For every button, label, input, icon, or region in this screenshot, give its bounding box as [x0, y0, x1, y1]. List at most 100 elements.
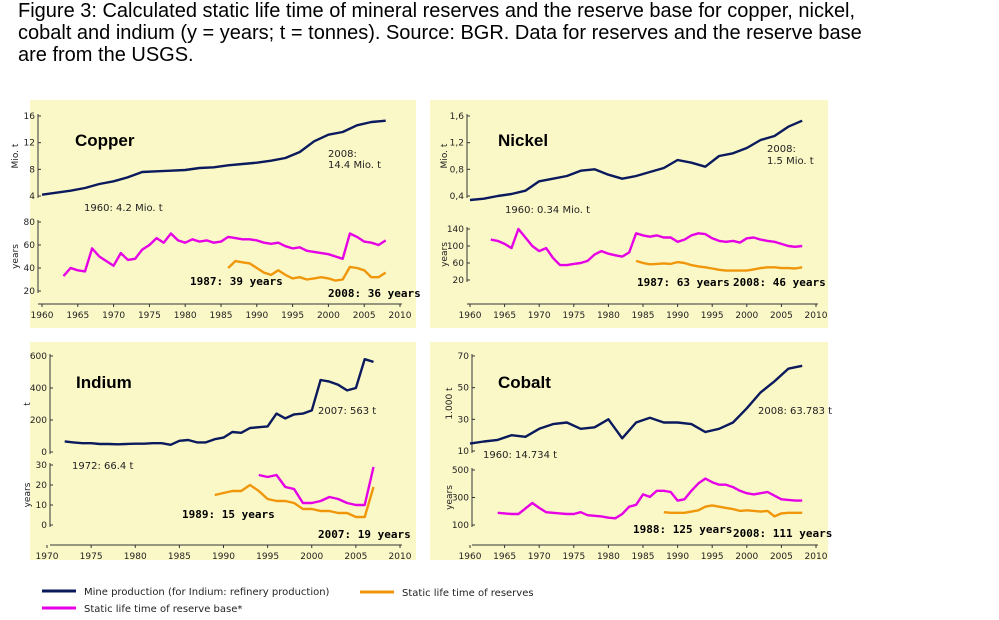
x-tick-label-cobalt: 1960 — [459, 552, 482, 562]
legend-label-production: Mine production (for Indium: refinery pr… — [84, 587, 330, 598]
y-tick-label-copper-bottom: 20 — [24, 287, 36, 297]
x-tick-label-copper: 1960 — [31, 311, 54, 321]
y-axis-label-nickel-top: Mio. t — [440, 143, 450, 168]
x-tick-label-nickel: 1980 — [597, 311, 620, 321]
y-tick-label-nickel-bottom: 60 — [453, 259, 465, 269]
x-tick-label-indium: 1975 — [80, 552, 103, 562]
legend-label-reserves: Static life time of reserves — [402, 588, 534, 599]
y-tick-label-indium-top: 600 — [30, 352, 47, 362]
series-cobalt-reserve_base — [497, 477, 803, 520]
x-tick-label-indium: 2005 — [344, 552, 367, 562]
x-tick-label-nickel: 1995 — [701, 311, 724, 321]
x-tick-label-nickel: 1960 — [459, 311, 482, 321]
series-indium-reserves — [214, 483, 375, 519]
panel-bg-nickel — [430, 100, 828, 328]
y-tick-label-cobalt-bottom: 300 — [452, 494, 469, 504]
y-axis-label-cobalt-top: 1.000 t — [445, 387, 455, 420]
x-tick-label-indium: 1995 — [256, 552, 279, 562]
panel-bg-cobalt — [430, 342, 828, 560]
annotation-indium-lifetime: 1989: 15 years — [182, 508, 275, 521]
x-tick-label-nickel: 2005 — [770, 311, 793, 321]
series-copper-reserves — [227, 259, 387, 282]
y-tick-label-cobalt-top: 30 — [458, 415, 470, 425]
x-tick-label-copper: 1970 — [102, 311, 125, 321]
series-cobalt-production — [469, 364, 803, 445]
series-nickel-production — [469, 119, 803, 202]
caption-line-3: are from the USGS. — [18, 44, 194, 66]
x-tick-label-copper: 1965 — [66, 311, 89, 321]
x-tick-label-cobalt: 1995 — [701, 552, 724, 562]
y-tick-label-nickel-top: 0,8 — [450, 165, 465, 175]
series-indium-reserve_base — [258, 466, 375, 507]
x-tick-label-cobalt: 2000 — [735, 552, 758, 562]
panel-bg-copper — [30, 100, 416, 328]
y-tick-label-copper-top: 8 — [29, 165, 35, 175]
y-tick-label-copper-bottom: 80 — [24, 218, 36, 228]
x-tick-label-indium: 1990 — [212, 552, 235, 562]
legend-label-reserve-base: Static life time of reserve base* — [84, 604, 242, 615]
series-copper-production — [41, 119, 386, 196]
y-axis-label-copper-bottom: years — [11, 244, 21, 269]
y-tick-label-cobalt-top: 70 — [458, 352, 470, 362]
annotation-nickel-lifetime: 2008: 46 years — [733, 276, 826, 289]
y-tick-label-nickel-top: 1,6 — [450, 112, 465, 122]
annotation-nickel-production: 1.5 Mio. t — [767, 156, 814, 167]
y-axis-label-indium-top: t — [23, 402, 33, 406]
annotation-copper-production: 1960: 4.2 Mio. t — [84, 203, 163, 214]
x-tick-label-indium: 2010 — [389, 552, 412, 562]
x-tick-label-nickel: 1975 — [562, 311, 585, 321]
y-tick-label-cobalt-bottom: 100 — [452, 521, 469, 531]
annotation-copper-lifetime: 1987: 39 years — [190, 275, 283, 288]
y-tick-label-indium-top: 200 — [30, 416, 47, 426]
panel-title-indium: Indium — [76, 373, 132, 392]
annotation-indium-production: 2007: 563 t — [318, 406, 376, 417]
annotation-indium-lifetime: 2007: 19 years — [318, 528, 411, 541]
x-tick-label-nickel: 1970 — [528, 311, 551, 321]
y-tick-label-cobalt-top: 50 — [458, 384, 470, 394]
annotation-copper-lifetime: 2008: 36 years — [328, 287, 421, 300]
y-tick-label-nickel-bottom: 140 — [447, 225, 464, 235]
y-axis-label-copper-top: Mio. t — [11, 143, 21, 168]
x-tick-label-copper: 1985 — [210, 311, 233, 321]
annotation-cobalt-production: 2008: 63.783 t — [758, 406, 832, 417]
y-tick-label-indium-top: 400 — [30, 384, 47, 394]
annotation-cobalt-lifetime: 2008: 111 years — [733, 527, 832, 540]
series-copper-reserve_base — [62, 232, 387, 277]
x-tick-label-copper: 1980 — [174, 311, 197, 321]
x-tick-label-nickel: 1985 — [632, 311, 655, 321]
x-tick-label-indium: 1970 — [36, 552, 59, 562]
x-tick-label-indium: 1980 — [124, 552, 147, 562]
annotation-copper-production: 14.4 Mio. t — [328, 160, 381, 171]
x-tick-label-cobalt: 1965 — [493, 552, 516, 562]
x-tick-label-copper: 1975 — [138, 311, 161, 321]
annotation-indium-production: 1972: 66.4 t — [72, 461, 133, 472]
x-tick-label-cobalt: 1970 — [528, 552, 551, 562]
y-tick-label-copper-top: 4 — [29, 192, 35, 202]
y-tick-label-copper-top: 16 — [24, 112, 36, 122]
figure-caption: Figure 3: Calculated static life time of… — [18, 0, 993, 66]
x-tick-label-cobalt: 1990 — [666, 552, 689, 562]
annotation-copper-production: 2008: — [328, 149, 357, 160]
caption-line-2: cobalt and indium (y = years; t = tonnes… — [18, 22, 862, 44]
series-cobalt-reserves — [663, 504, 803, 518]
annotation-cobalt-production: 1960: 14.734 t — [483, 450, 557, 461]
y-tick-label-nickel-top: 1,2 — [450, 139, 464, 149]
annotation-cobalt-lifetime: 1988: 125 years — [633, 523, 732, 536]
series-nickel-reserves — [635, 259, 803, 272]
panel-title-copper: Copper — [75, 131, 135, 150]
y-tick-label-copper-top: 12 — [24, 139, 35, 149]
y-axis-label-cobalt-bottom: years — [445, 485, 455, 510]
x-tick-label-cobalt: 1985 — [632, 552, 655, 562]
panel-title-nickel: Nickel — [498, 131, 548, 150]
y-tick-label-cobalt-bottom: 500 — [452, 466, 469, 476]
annotation-nickel-lifetime: 1987: 63 years — [637, 276, 730, 289]
y-tick-label-cobalt-top: 10 — [458, 447, 470, 457]
x-tick-label-copper: 2010 — [389, 311, 412, 321]
x-tick-label-nickel: 1990 — [666, 311, 689, 321]
x-tick-label-nickel: 2000 — [735, 311, 758, 321]
y-tick-label-indium-bottom: 0 — [41, 521, 47, 531]
x-tick-label-indium: 2000 — [300, 552, 323, 562]
panel-bg-indium — [30, 342, 416, 560]
x-tick-label-copper: 2000 — [317, 311, 340, 321]
y-tick-label-nickel-bottom: 100 — [447, 242, 464, 252]
